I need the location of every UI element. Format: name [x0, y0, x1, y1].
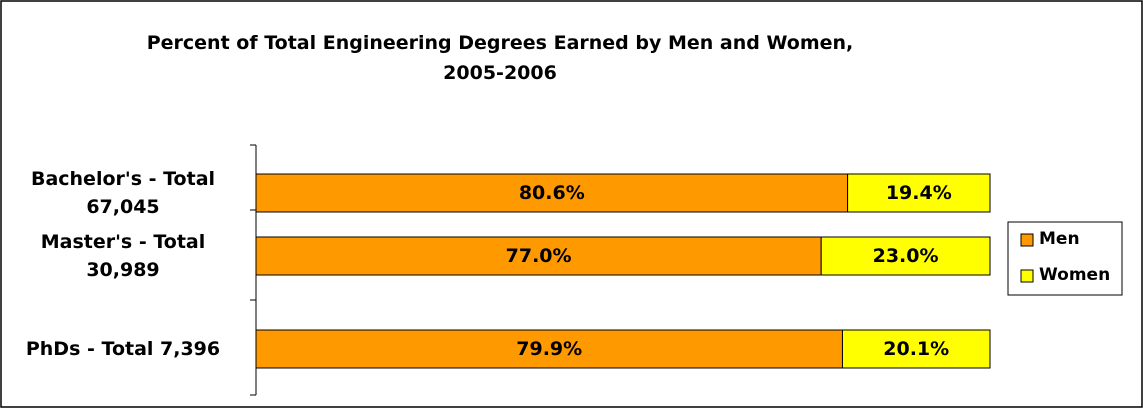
y-tick-label: Master's - Total 30,989 [40, 231, 206, 281]
bar-segment [820, 236, 991, 276]
legend-swatch [1020, 233, 1034, 247]
chart-title: Percent of Total Engineering Degrees Ear… [146, 32, 854, 84]
bar-segment [847, 173, 991, 213]
y-tick-label: Bachelor's - Total 67,045 [30, 168, 216, 218]
data-label: 19.4% [885, 182, 952, 204]
data-label: 20.1% [883, 338, 950, 360]
data-label: 23.0% [872, 245, 939, 267]
data-label: 80.6% [518, 182, 585, 204]
bar-segment [255, 173, 849, 213]
bar-segment [255, 236, 822, 276]
legend-swatch [1020, 269, 1034, 283]
y-tick-label: PhDs - Total 7,396 [25, 338, 221, 360]
legend-label: Women [1039, 265, 1111, 285]
bar-segment [255, 329, 843, 369]
bar-segment [841, 329, 991, 369]
legend-label: Men [1039, 229, 1080, 249]
data-label: 79.9% [516, 338, 583, 360]
data-label: 77.0% [505, 245, 572, 267]
